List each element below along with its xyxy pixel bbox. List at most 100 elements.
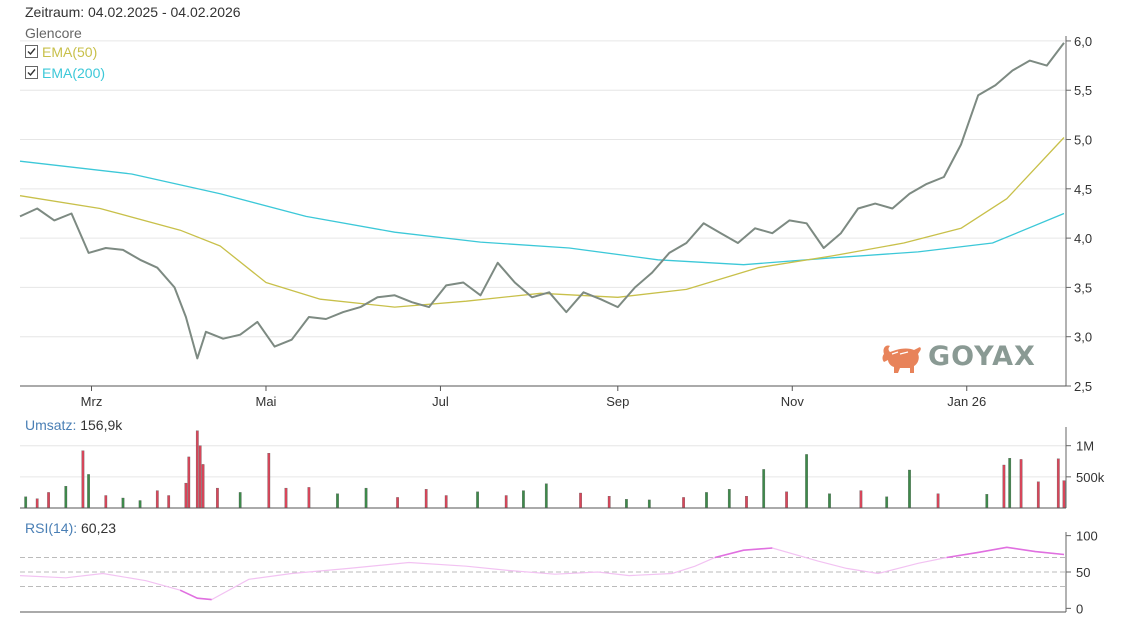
price-line (19, 42, 1065, 360)
rsi-line-extreme (946, 546, 1065, 559)
volume-bar (216, 487, 219, 509)
volume-bar (1062, 480, 1066, 509)
price-tick-label: 6,0 (1074, 34, 1092, 49)
price-tick-label: 5,0 (1074, 133, 1092, 148)
volume-readout: Umsatz: 156,9k (25, 417, 122, 433)
volume-bar (705, 492, 708, 509)
volume-bar (828, 493, 831, 509)
ema50-checkbox[interactable] (25, 45, 38, 58)
time-x-axis: Mrz Mai Jul Sep Nov Jan 26 (20, 385, 1066, 409)
goyax-bull-icon (882, 345, 921, 373)
x-tick-label: Jul (432, 394, 449, 409)
volume-bar (138, 500, 142, 509)
volume-grid (20, 445, 1066, 478)
legend-ema200[interactable]: EMA(200) (25, 64, 105, 82)
volume-bar (396, 497, 399, 509)
volume-bar (859, 490, 863, 509)
rsi-grid (20, 556, 1066, 588)
volume-bar (81, 450, 85, 509)
legend-ema50-label: EMA(50) (42, 44, 98, 60)
volume-bar (805, 454, 808, 509)
volume-value: 156,9k (80, 417, 123, 433)
volume-bar (64, 486, 68, 509)
price-tick-label: 3,5 (1074, 280, 1092, 295)
volume-bar (908, 469, 911, 509)
x-tick-label: Mrz (81, 394, 103, 409)
x-tick-label: Nov (781, 394, 805, 409)
volume-y-axis: 500k 1M (20, 427, 1105, 509)
volume-bar (35, 498, 39, 509)
volume-bar (307, 487, 311, 509)
legend-ema200-label: EMA(200) (42, 65, 106, 81)
volume-bar (444, 495, 448, 509)
volume-bar (785, 491, 788, 509)
volume-tick-label: 1M (1076, 439, 1094, 454)
volume-bar (201, 464, 205, 509)
volume-bar (762, 469, 766, 509)
x-tick-label: Jan 26 (947, 394, 986, 409)
rsi-key: RSI(14): (25, 520, 78, 536)
volume-bar (121, 497, 125, 509)
volume-bar (187, 456, 191, 509)
volume-bar (647, 499, 651, 509)
volume-bar (47, 492, 50, 509)
rsi-readout: RSI(14): 60,23 (25, 520, 116, 536)
legend-ema50[interactable]: EMA(50) (25, 43, 97, 61)
price-lines (19, 42, 1065, 360)
price-tick-label: 2,5 (1074, 379, 1092, 394)
rsi-y-axis: 0 50 100 (20, 529, 1098, 616)
volume-bar (745, 496, 748, 509)
rsi-tick-label: 50 (1076, 565, 1090, 580)
volume-bars (24, 430, 1066, 509)
rsi-tick-label: 100 (1076, 529, 1098, 544)
volume-bar (87, 474, 90, 509)
volume-bar (985, 494, 989, 509)
volume-bar (155, 490, 159, 509)
volume-bar (184, 482, 188, 509)
period-label: Zeitraum: 04.02.2025 - 04.02.2026 (25, 4, 241, 20)
volume-bar (522, 490, 525, 509)
volume-bar (267, 453, 271, 509)
volume-bar (198, 445, 202, 509)
rsi-tick-label: 0 (1076, 601, 1083, 616)
price-y-axis: 2,5 3,0 3,5 4,0 4,5 5,0 5,5 6,0 (1065, 34, 1092, 394)
volume-bar (936, 493, 940, 509)
volume-bar (885, 496, 889, 509)
volume-bar (625, 499, 628, 509)
volume-bar (607, 496, 611, 509)
x-tick-label: Mai (256, 394, 277, 409)
volume-bar (1019, 459, 1023, 509)
volume-bar (544, 483, 548, 509)
volume-bar (1002, 464, 1006, 509)
volume-bar (579, 492, 582, 509)
volume-bar (195, 430, 199, 509)
price-grid (20, 40, 1066, 338)
x-tick-label: Sep (606, 394, 629, 409)
volume-bar (336, 493, 339, 509)
ema200-checkbox[interactable] (25, 66, 38, 79)
volume-bar (238, 492, 242, 509)
rsi-line-extreme (179, 589, 212, 601)
volume-bar (364, 487, 368, 509)
instrument-name: Glencore (25, 25, 82, 41)
price-tick-label: 4,0 (1074, 231, 1092, 246)
rsi-lines (19, 546, 1065, 601)
volume-bar (104, 495, 108, 509)
rsi-line-faint (19, 546, 1065, 601)
volume-bar (424, 489, 428, 509)
volume-bar (24, 496, 28, 509)
volume-bar (504, 495, 508, 509)
volume-bar (727, 489, 731, 509)
volume-bar (476, 491, 479, 509)
ema200-line (19, 160, 1065, 266)
ema50-line (19, 137, 1065, 308)
volume-key: Umsatz: (25, 417, 77, 433)
volume-bar (167, 495, 171, 509)
volume-tick-label: 500k (1076, 470, 1105, 485)
volume-bar (284, 487, 288, 509)
volume-bar (1036, 481, 1040, 509)
rsi-line-extreme (714, 547, 773, 559)
volume-bar (1056, 458, 1060, 509)
price-tick-label: 3,0 (1074, 330, 1092, 345)
